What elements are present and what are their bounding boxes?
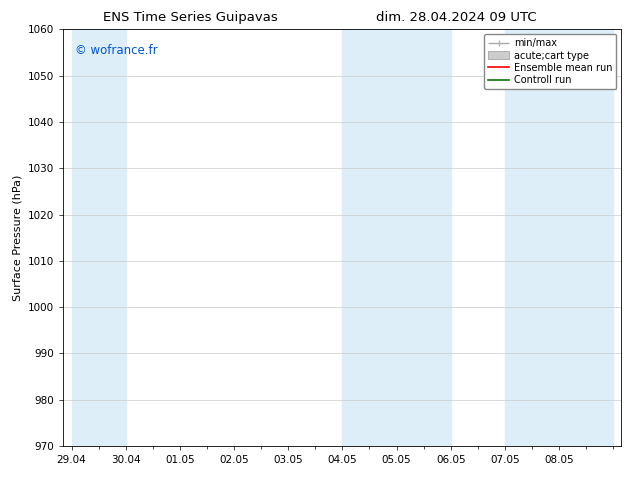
Text: dim. 28.04.2024 09 UTC: dim. 28.04.2024 09 UTC (376, 11, 537, 24)
Bar (505, 29, 559, 446)
Y-axis label: Surface Pressure (hPa): Surface Pressure (hPa) (13, 174, 23, 301)
Bar (72, 29, 126, 446)
Text: © wofrance.fr: © wofrance.fr (75, 44, 157, 57)
Legend: min/max, acute;cart type, Ensemble mean run, Controll run: min/max, acute;cart type, Ensemble mean … (484, 34, 616, 89)
Bar (342, 29, 396, 446)
Bar (396, 29, 451, 446)
Bar (559, 29, 613, 446)
Text: ENS Time Series Guipavas: ENS Time Series Guipavas (103, 11, 278, 24)
